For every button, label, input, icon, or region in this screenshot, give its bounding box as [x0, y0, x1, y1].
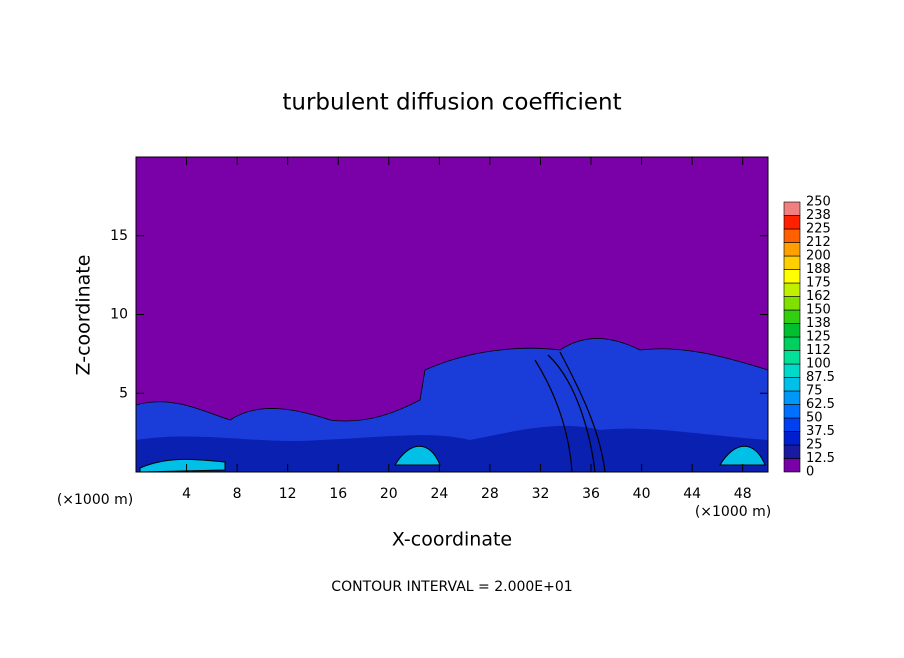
- x-tick-label: 36: [582, 486, 600, 502]
- colorbar-cell: [783, 242, 801, 257]
- colorbar-label: 225: [806, 222, 831, 237]
- y-unit: (×1000 m): [57, 492, 133, 508]
- colorbar-label: 250: [806, 195, 831, 210]
- field: [135, 157, 769, 473]
- colorbar-label: 238: [806, 208, 831, 223]
- colorbar-cell: [783, 309, 801, 324]
- x-tick-label: 24: [430, 486, 448, 502]
- colorbar-label: 100: [806, 357, 831, 372]
- colorbar-label: 188: [806, 262, 831, 277]
- chart-title: turbulent diffusion coefficient: [282, 90, 621, 116]
- field-region: [136, 425, 768, 472]
- colorbar-cell: [783, 458, 801, 473]
- colorbar-label: 150: [806, 303, 831, 318]
- colorbar-cell: [783, 255, 801, 270]
- colorbar-cell: [783, 296, 801, 311]
- colorbar-cell: [783, 377, 801, 392]
- colorbar-label: 200: [806, 249, 831, 264]
- colorbar-cell: [783, 363, 801, 378]
- colorbar-cell: [783, 201, 801, 216]
- x-tick-label: 40: [633, 486, 651, 502]
- colorbar-cell: [783, 215, 801, 230]
- x-axis-label: X-coordinate: [392, 529, 512, 551]
- colorbar-cell: [783, 417, 801, 432]
- y-tick-label: 10: [110, 307, 128, 323]
- colorbar-label: 138: [806, 316, 831, 331]
- y-axis-label: Z-coordinate: [73, 255, 95, 376]
- colorbar-cell: [783, 404, 801, 419]
- colorbar-label: 37.5: [806, 424, 835, 439]
- x-tick-label: 20: [380, 486, 398, 502]
- colorbar-label: 87.5: [806, 370, 835, 385]
- x-tick-label: 44: [683, 486, 701, 502]
- colorbar-cell: [783, 282, 801, 297]
- colorbar-cell: [783, 323, 801, 338]
- x-tick-label: 8: [233, 486, 242, 502]
- colorbar-label: 62.5: [806, 397, 835, 412]
- x-tick-label: 12: [279, 486, 297, 502]
- colorbar-label: 50: [806, 411, 823, 426]
- colorbar-label: 212: [806, 235, 831, 250]
- field-region: [139, 445, 766, 473]
- x-tick-label: 16: [329, 486, 347, 502]
- colorbar-label: 75: [806, 384, 823, 399]
- x-unit: (×1000 m): [695, 504, 771, 520]
- colorbar-cell: [783, 350, 801, 365]
- colorbar-label: 112: [806, 343, 831, 358]
- colorbar-label: 12.5: [806, 451, 835, 466]
- x-tick-label: 4: [182, 486, 191, 502]
- x-tick-label: 48: [734, 486, 752, 502]
- colorbar-label: 0: [806, 465, 814, 480]
- contour-note: CONTOUR INTERVAL = 2.000E+01: [331, 579, 572, 595]
- colorbar-cell: [783, 390, 801, 405]
- colorbar-cell: [783, 444, 801, 459]
- colorbar-label: 162: [806, 289, 831, 304]
- colorbar-label: 175: [806, 276, 831, 291]
- colorbar-cell: [783, 228, 801, 243]
- contour-line: [135, 338, 769, 422]
- colorbar-label: 25: [806, 438, 823, 453]
- colorbar-cell: [783, 336, 801, 351]
- colorbar-label: 125: [806, 330, 831, 345]
- y-tick-label: 5: [119, 385, 128, 401]
- colorbar-cell: [783, 269, 801, 284]
- x-tick-label: 32: [532, 486, 550, 502]
- colorbar-cell: [783, 431, 801, 446]
- x-tick-label: 28: [481, 486, 499, 502]
- y-tick-label: 15: [110, 228, 128, 244]
- contour-line: [534, 351, 606, 473]
